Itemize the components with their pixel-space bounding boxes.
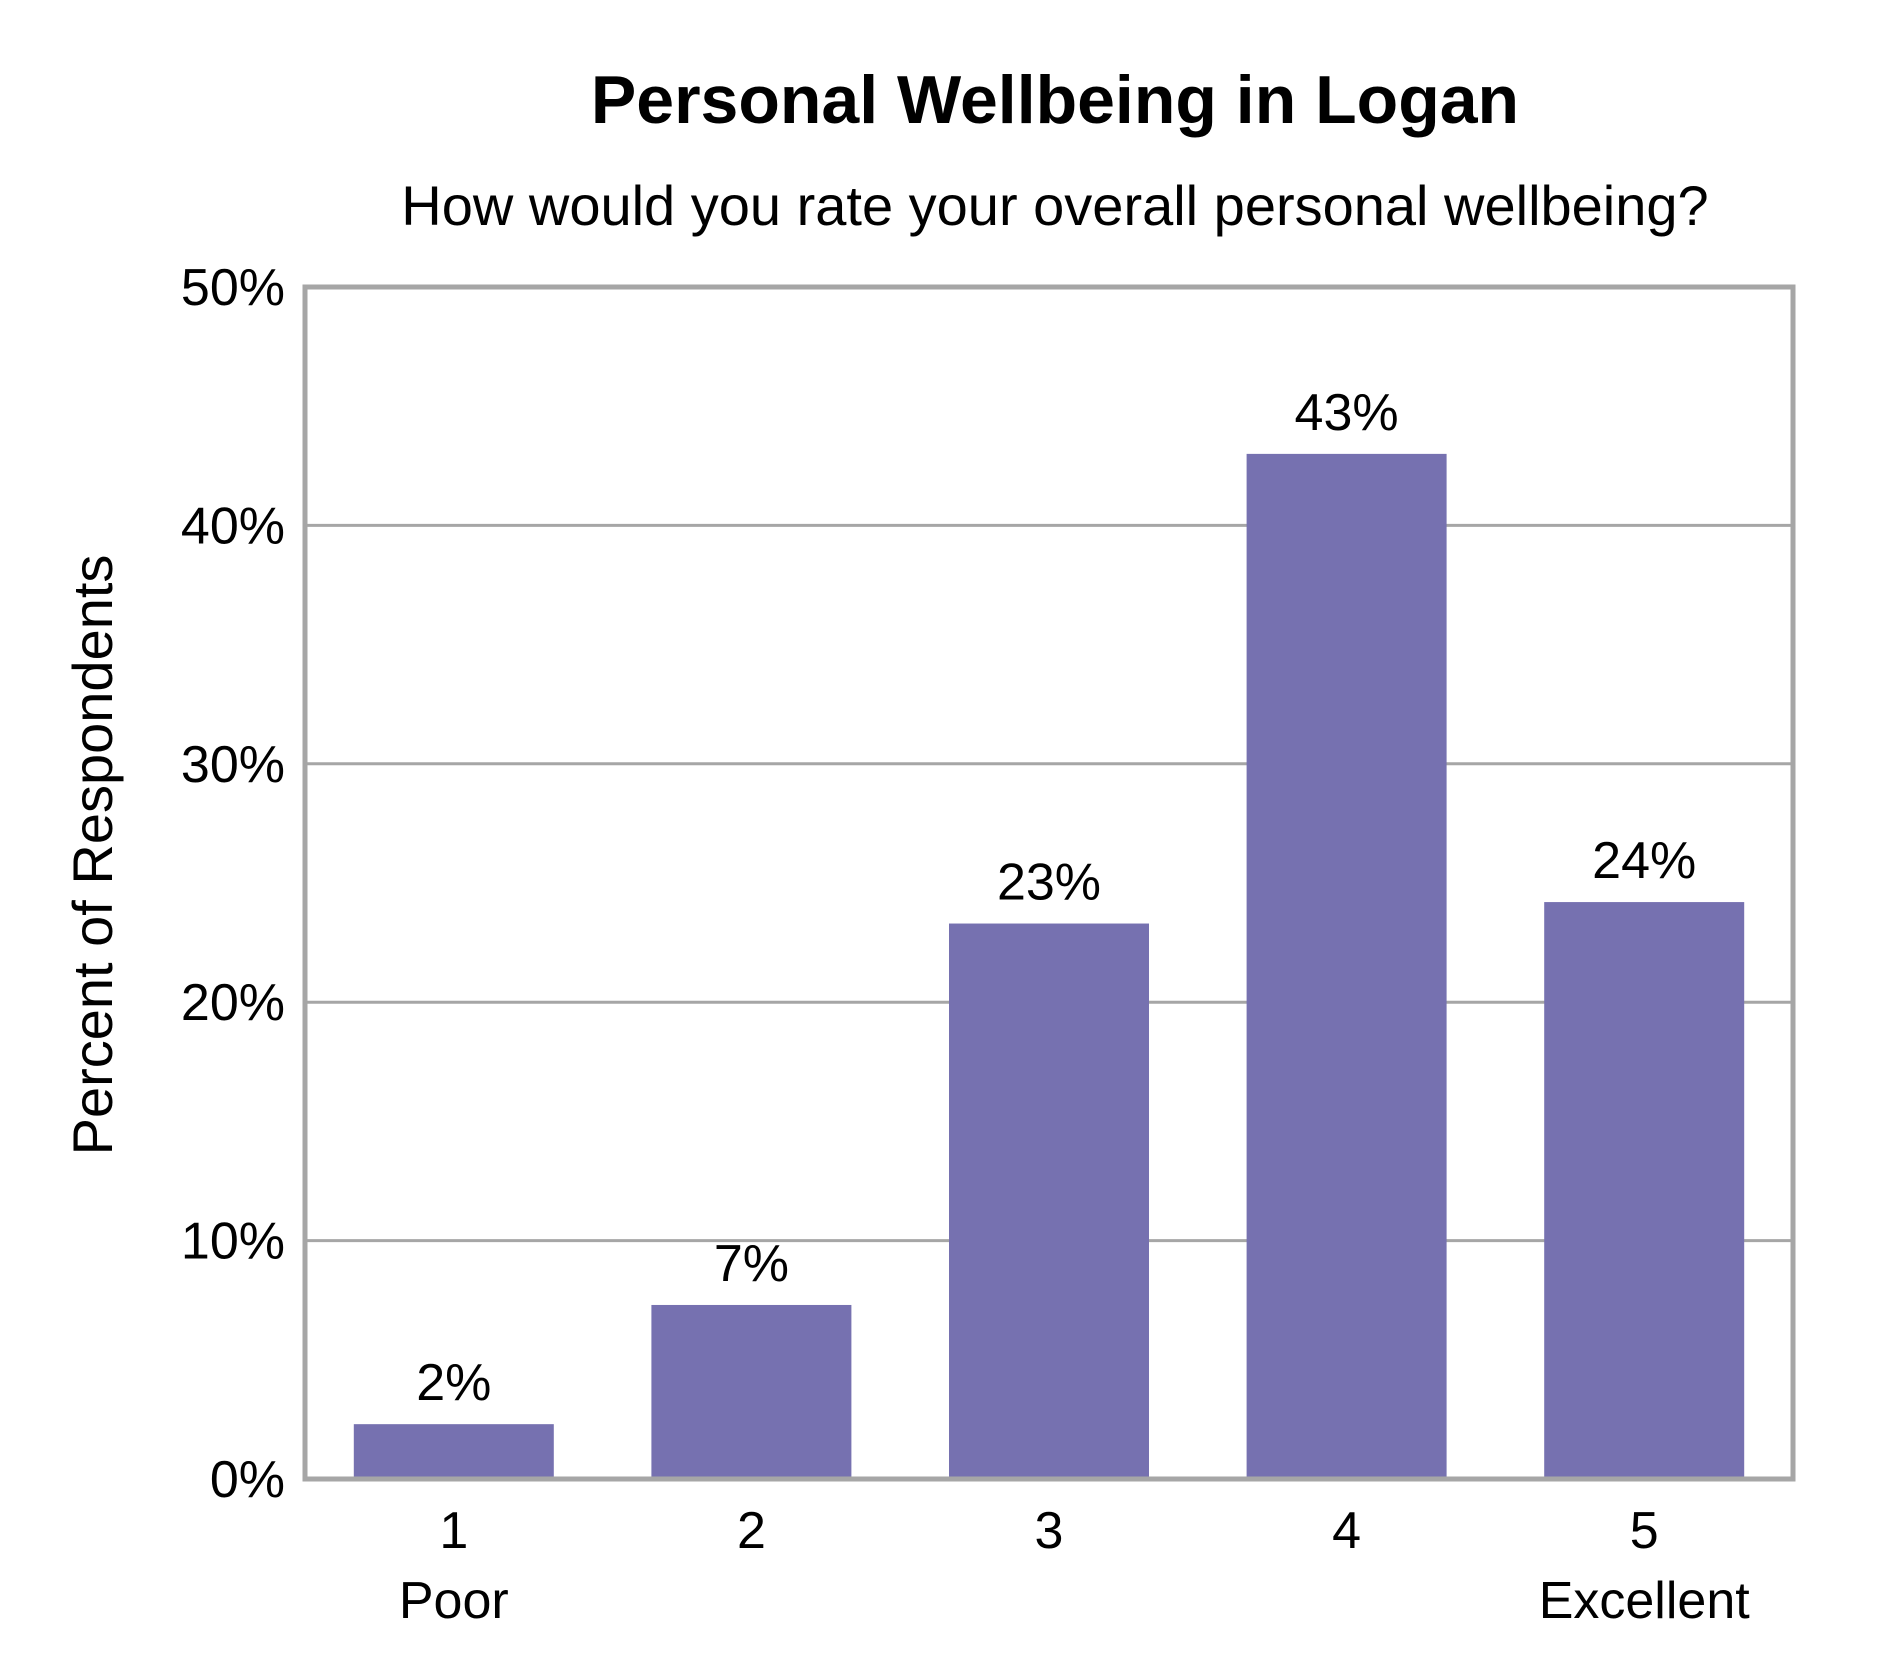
y-tick-labels: 0% 10% 20% 30% 40% 50% — [181, 259, 285, 1509]
x-tick-sublabel: Poor — [399, 1572, 509, 1630]
bar-1 — [353, 1424, 554, 1479]
bar-5 — [1544, 902, 1745, 1479]
data-label: 2% — [416, 1354, 491, 1412]
x-tick-label: 2 — [737, 1502, 766, 1560]
x-tick-label: 1 — [439, 1502, 468, 1560]
x-tick-sublabel: Excellent — [1539, 1572, 1751, 1630]
x-tick-label: 4 — [1332, 1502, 1361, 1560]
bar-4 — [1246, 453, 1447, 1479]
y-tick-label: 20% — [181, 974, 285, 1032]
y-axis-label: Percent of Respondents — [61, 555, 124, 1156]
plot-border — [302, 284, 1796, 1482]
y-tick-label: 10% — [181, 1213, 285, 1271]
x-tick-label: 3 — [1035, 1502, 1064, 1560]
chart-subtitle: How would you rate your overall personal… — [401, 174, 1708, 237]
y-tick-label: 40% — [181, 497, 285, 555]
bar-2 — [651, 1304, 852, 1479]
data-label: 24% — [1592, 832, 1696, 890]
x-tick-labels: 1 Poor 2 3 4 5 Excellent — [399, 1502, 1750, 1630]
x-tick-label: 5 — [1630, 1502, 1659, 1560]
data-label: 23% — [997, 854, 1101, 912]
data-labels: 2% 7% 23% 43% 24% — [416, 384, 1696, 1412]
plot-frame — [302, 284, 1796, 1482]
y-tick-label: 30% — [181, 736, 285, 794]
data-label: 7% — [714, 1235, 789, 1293]
data-label: 43% — [1295, 384, 1399, 442]
y-tick-label: 50% — [181, 259, 285, 317]
bars — [353, 453, 1745, 1479]
y-tick-label: 0% — [210, 1451, 285, 1509]
chart-title: Personal Wellbeing in Logan — [591, 62, 1519, 138]
bar-3 — [949, 923, 1149, 1479]
